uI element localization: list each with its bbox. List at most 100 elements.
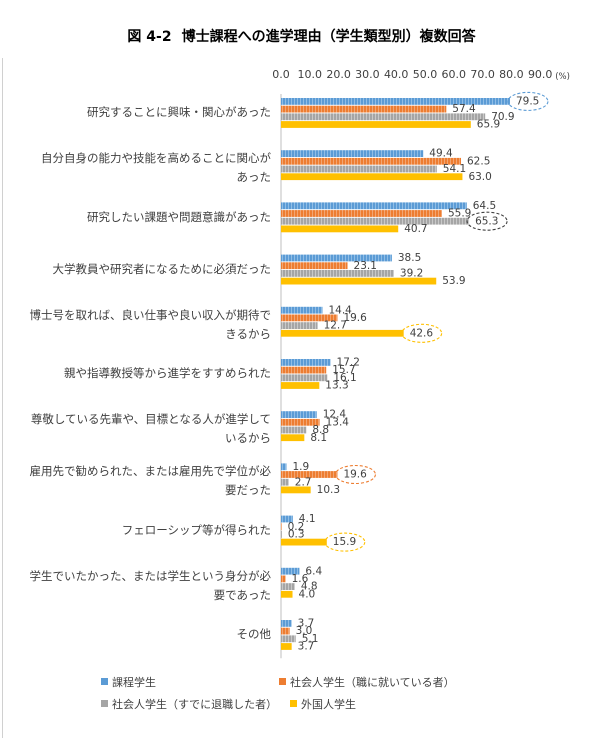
bar: [281, 113, 486, 121]
bar: [281, 329, 404, 337]
data-label: 54.1: [443, 163, 466, 175]
bar: [281, 531, 282, 538]
figure-title-text: 博士課程への進学理由（学生類型別）複数回答: [181, 29, 476, 45]
data-label: 0.2: [288, 521, 305, 533]
data-label: 8.8: [312, 424, 329, 436]
data-label: 8.1: [310, 432, 327, 444]
bar: [281, 98, 510, 105]
bar-chart: 0.0 10.0 20.0 30.0 40.0 50.0 60.0 70.0 80.0 90.0(…: [272, 68, 570, 659]
x-tick-label: 50.0: [413, 68, 438, 81]
x-axis-ticks: 0.0 10.0 20.0 30.0 40.0 50.0 60.0 70.0 80.0 90.0(…: [272, 68, 570, 82]
data-label: 4.0: [299, 588, 316, 600]
data-label: 53.9: [442, 275, 465, 287]
bar: [281, 105, 447, 113]
data-label: 1.9: [292, 461, 309, 473]
data-label: 1.6: [292, 573, 309, 585]
x-tick-label: 0.0: [272, 68, 290, 81]
highlight-ovals: [324, 91, 549, 552]
bar: [281, 121, 471, 128]
x-tick-label: 80.0: [499, 68, 524, 81]
data-label: 63.0: [468, 171, 491, 183]
bar: [281, 411, 317, 418]
legend-swatch: [101, 700, 108, 707]
bar: [281, 202, 467, 210]
data-label: 49.4: [429, 148, 453, 160]
chart-title: 図 4-2 博士課程への進学理由（学生類型別）複数回答: [0, 26, 603, 46]
data-label: 79.5: [516, 96, 539, 108]
x-tick-label: 30.0: [355, 68, 380, 81]
category-label: 雇用先で勧められた、または雇用先で学位が必 要だった: [29, 464, 272, 498]
data-label: 10.3: [317, 484, 340, 496]
bar: [281, 217, 470, 225]
legend-label: 社会人学生（すでに退職した者）: [112, 698, 278, 711]
x-axis-unit: (%): [555, 72, 570, 82]
data-label: 15.9: [333, 536, 356, 548]
bar: [281, 643, 292, 650]
x-tick-label: 60.0: [442, 68, 467, 81]
data-label: 65.3: [475, 215, 498, 227]
data-label: 62.5: [467, 155, 490, 167]
data-label: 38.5: [398, 252, 421, 264]
bar: [281, 150, 424, 157]
data-label: 64.5: [473, 200, 496, 212]
bar: [281, 567, 300, 575]
bar: [281, 620, 292, 627]
bar: [281, 359, 331, 366]
data-label: 19.6: [343, 312, 367, 324]
bar: [281, 165, 437, 173]
bar: [281, 225, 399, 233]
data-label: 0.3: [288, 529, 305, 541]
data-label: 12.7: [324, 320, 347, 332]
legend-swatch: [101, 678, 108, 685]
bar: [281, 471, 338, 478]
category-label: 博士号を取れば、良い仕事や良い収入が期待で きるから: [29, 307, 272, 341]
bar: [281, 277, 437, 285]
bar: [281, 538, 327, 546]
x-tick-label: 40.0: [384, 68, 409, 81]
bar: [281, 434, 305, 442]
bar: [281, 486, 311, 494]
data-label: 15.7: [332, 364, 355, 376]
data-label: 39.2: [400, 268, 423, 280]
bar: [281, 523, 282, 531]
data-label: 3.0: [296, 625, 313, 637]
bars: [281, 98, 510, 650]
bar: [281, 366, 327, 374]
category-label: 研究したい課題や問題意識があった: [87, 209, 271, 224]
bar: [281, 635, 296, 643]
legend-item-1: 社会人学生（職に就いている者）: [279, 674, 455, 690]
bar: [281, 314, 338, 322]
data-label: 17.2: [337, 357, 360, 369]
bar: [281, 157, 461, 165]
bar: [281, 254, 392, 262]
category-label: 親や指導教授等から進学をすすめられた: [64, 366, 271, 381]
bar: [281, 590, 293, 598]
data-label: 23.1: [354, 260, 377, 272]
data-label: 19.6: [343, 469, 367, 481]
data-label: 55.9: [448, 208, 471, 220]
legend-swatch: [279, 678, 286, 685]
legend-item-3: 外国人学生: [290, 696, 356, 712]
category-label: 大学教員や研究者になるために必須だった: [52, 262, 272, 277]
bar: [281, 173, 463, 181]
bar: [281, 374, 328, 382]
category-label: その他: [236, 627, 272, 642]
bar: [281, 210, 442, 217]
bar: [281, 262, 348, 270]
data-label: 14.4: [328, 304, 352, 316]
data-label: 2.7: [295, 476, 312, 488]
data-label: 40.7: [404, 223, 427, 235]
bar: [281, 426, 307, 434]
data-label: 6.4: [305, 565, 322, 577]
x-tick-label: 20.0: [326, 68, 351, 81]
bar: [281, 322, 318, 329]
category-label: 研究することに興味・関心があった: [87, 105, 271, 120]
x-tick-label: 70.0: [470, 68, 495, 81]
data-label: 13.4: [326, 416, 350, 428]
data-label: 3.7: [298, 641, 315, 653]
data-label: 3.7: [298, 618, 315, 630]
bar: [281, 306, 323, 314]
bar: [281, 463, 287, 471]
figure-number: 図 4-2: [127, 29, 172, 45]
category-label: フェローシップ等が得られた: [121, 523, 271, 538]
